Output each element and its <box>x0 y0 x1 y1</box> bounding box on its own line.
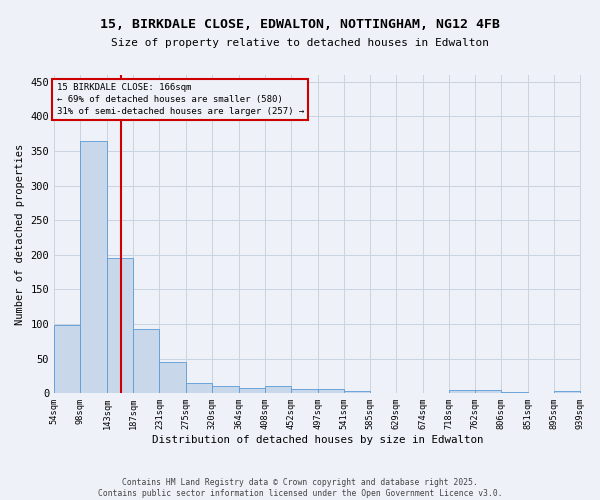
Bar <box>554 391 580 393</box>
Bar <box>265 386 291 393</box>
Bar <box>502 392 528 393</box>
Bar <box>107 258 133 393</box>
X-axis label: Distribution of detached houses by size in Edwalton: Distribution of detached houses by size … <box>152 435 483 445</box>
Bar <box>344 391 370 393</box>
Bar <box>317 389 344 393</box>
Bar <box>160 362 185 393</box>
Bar <box>239 388 265 393</box>
Bar <box>54 326 80 393</box>
Text: Size of property relative to detached houses in Edwalton: Size of property relative to detached ho… <box>111 38 489 48</box>
Bar <box>475 390 502 393</box>
Bar <box>449 390 475 393</box>
Bar <box>80 140 107 393</box>
Bar <box>133 329 160 393</box>
Bar <box>185 384 212 393</box>
Bar <box>212 386 239 393</box>
Text: 15, BIRKDALE CLOSE, EDWALTON, NOTTINGHAM, NG12 4FB: 15, BIRKDALE CLOSE, EDWALTON, NOTTINGHAM… <box>100 18 500 30</box>
Bar <box>291 389 317 393</box>
Y-axis label: Number of detached properties: Number of detached properties <box>15 144 25 324</box>
Text: 15 BIRKDALE CLOSE: 166sqm
← 69% of detached houses are smaller (580)
31% of semi: 15 BIRKDALE CLOSE: 166sqm ← 69% of detac… <box>56 84 304 116</box>
Text: Contains HM Land Registry data © Crown copyright and database right 2025.
Contai: Contains HM Land Registry data © Crown c… <box>98 478 502 498</box>
